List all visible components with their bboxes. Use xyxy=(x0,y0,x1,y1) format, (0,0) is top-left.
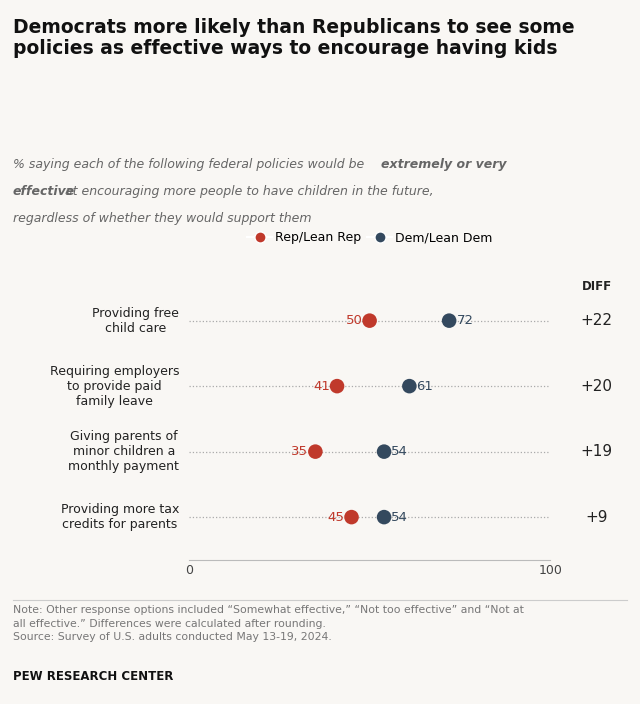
Text: at encouraging more people to have children in the future,: at encouraging more people to have child… xyxy=(61,185,433,198)
Point xyxy=(444,315,454,326)
Point xyxy=(332,380,342,391)
Text: +19: +19 xyxy=(580,444,612,459)
Point xyxy=(379,446,389,458)
Legend: Rep/Lean Rep, Dem/Lean Dem: Rep/Lean Rep, Dem/Lean Dem xyxy=(242,226,497,249)
Text: 50: 50 xyxy=(346,314,362,327)
Text: 54: 54 xyxy=(391,445,408,458)
Text: Providing free
child care: Providing free child care xyxy=(92,307,179,334)
Text: 41: 41 xyxy=(313,379,330,393)
Text: 54: 54 xyxy=(391,510,408,524)
Text: effective: effective xyxy=(13,185,75,198)
Text: 72: 72 xyxy=(456,314,474,327)
Point xyxy=(310,446,321,458)
Text: 61: 61 xyxy=(417,379,433,393)
Text: 35: 35 xyxy=(291,445,308,458)
Text: PEW RESEARCH CENTER: PEW RESEARCH CENTER xyxy=(13,670,173,683)
Text: % saying each of the following federal policies would be: % saying each of the following federal p… xyxy=(13,158,368,171)
Text: 45: 45 xyxy=(328,510,344,524)
Text: +9: +9 xyxy=(585,510,608,524)
Text: Giving parents of
minor children a
monthly payment: Giving parents of minor children a month… xyxy=(68,430,179,473)
Text: extremely or very: extremely or very xyxy=(381,158,507,171)
Text: +22: +22 xyxy=(580,313,612,328)
Text: Democrats more likely than Republicans to see some
policies as effective ways to: Democrats more likely than Republicans t… xyxy=(13,18,575,58)
Point xyxy=(364,315,374,326)
Text: DIFF: DIFF xyxy=(581,280,612,293)
Text: Providing more tax
credits for parents: Providing more tax credits for parents xyxy=(61,503,179,531)
Point xyxy=(379,512,389,523)
Text: +20: +20 xyxy=(580,379,612,394)
Point xyxy=(404,380,415,391)
Text: Note: Other response options included “Somewhat effective,” “Not too effective” : Note: Other response options included “S… xyxy=(13,605,524,642)
Text: Requiring employers
to provide paid
family leave: Requiring employers to provide paid fami… xyxy=(50,365,179,408)
Text: regardless of whether they would support them: regardless of whether they would support… xyxy=(13,212,311,225)
Point xyxy=(346,512,356,523)
